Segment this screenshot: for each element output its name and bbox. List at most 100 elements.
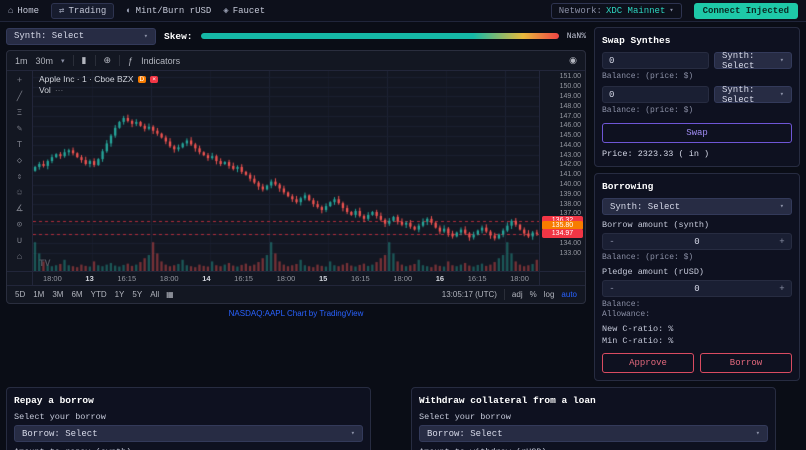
swap-amount-input-to[interactable] xyxy=(602,86,709,103)
brush-icon[interactable]: ✎ xyxy=(16,124,23,134)
borrow-button[interactable]: Borrow xyxy=(700,353,792,373)
swap-panel: Swap Synthes Synth: Select ▾ Balance: (p… xyxy=(594,27,800,167)
swap-synth-select-from[interactable]: Synth: Select ▾ xyxy=(714,51,792,71)
long-short-position-icon[interactable]: ⇕ xyxy=(16,172,23,182)
range-3m[interactable]: 3M xyxy=(52,290,64,299)
nav-item-mint-burn-rusd[interactable]: ◐ Mint/Burn rUSD xyxy=(126,6,211,16)
borrowing-panel-title: Borrowing xyxy=(602,181,654,192)
swap-panel-title: Swap Synthes xyxy=(602,35,671,46)
close-badge-icon[interactable]: × xyxy=(150,75,158,83)
borrow-amount-stepper: - 0 + xyxy=(602,233,792,250)
price-axis[interactable]: 151.00 150.00 149.00 148.00 147.00 146.00 145.… xyxy=(539,71,585,271)
toggle-%[interactable]: % xyxy=(529,290,537,299)
trendline-icon[interactable]: ╱ xyxy=(16,92,23,102)
connect-wallet-button[interactable]: Connect Injected xyxy=(693,2,798,19)
increment-button[interactable]: + xyxy=(779,283,785,294)
symbol-title: Apple Inc · 1 · Cboe BZX xyxy=(39,74,134,84)
tradingview-logo[interactable]: TV xyxy=(39,258,51,268)
range-5d[interactable]: 5D xyxy=(15,290,26,299)
price-axis-label: 137.00 xyxy=(559,210,581,218)
chevron-down-icon: ▾ xyxy=(669,7,674,15)
measure-icon[interactable]: ∡ xyxy=(15,204,24,214)
nav-item-home[interactable]: ⌂ Home xyxy=(8,6,39,16)
withdraw-borrow-select[interactable]: Borrow: Select ▾ xyxy=(419,425,768,442)
price-axis-label: 139.00 xyxy=(559,190,581,198)
price-axis-label: 141.00 xyxy=(559,171,581,179)
calendar-icon[interactable]: ▦ xyxy=(166,290,174,299)
bottom-right-controls: 13:05:17 (UTC) adj% log auto xyxy=(442,289,577,300)
borrow-amount-value[interactable]: 0 xyxy=(694,236,700,247)
interval-1m-button[interactable]: 1m xyxy=(15,55,28,66)
camera-snapshot-icon[interactable]: ◉ xyxy=(569,55,577,65)
swap-balance-to: Balance: (price: $) xyxy=(602,106,694,115)
tradingview-attribution-link[interactable]: NASDAQ:AAPL Chart by TradingView xyxy=(228,309,364,318)
chart-canvas[interactable] xyxy=(33,71,539,271)
decrement-button[interactable]: - xyxy=(609,236,615,247)
compare-icon[interactable]: ⊕ xyxy=(103,55,112,65)
pledge-amount-value[interactable]: 0 xyxy=(694,283,700,294)
time-axis-label: 16 xyxy=(435,274,445,283)
home-reset-icon[interactable]: ⌂ xyxy=(16,252,23,262)
zoom-tool-icon[interactable]: ⊙ xyxy=(16,220,23,230)
swap-row-from: Synth: Select ▾ xyxy=(602,51,792,71)
repay-borrow-select[interactable]: Borrow: Select ▾ xyxy=(14,425,363,442)
range-5y[interactable]: 5Y xyxy=(132,290,143,299)
emoji-icon[interactable]: ☺ xyxy=(16,188,23,198)
toolbar-divider xyxy=(94,55,96,66)
price-tag: 136.32 xyxy=(542,215,583,225)
top-navbar: ⌂ Home ⇄ Trading ◐ Mint/Burn rUSD ◈ Faucet Netw… xyxy=(0,0,806,22)
range-1m[interactable]: 1M xyxy=(33,290,45,299)
price-axis-label: 133.00 xyxy=(559,249,581,257)
price-axis-label: 140.00 xyxy=(559,181,581,189)
borrow-synth-select[interactable]: Synth: Select ▾ xyxy=(602,198,792,215)
interval-30m-button[interactable]: 30m xyxy=(35,55,54,66)
text-tool-icon[interactable]: T xyxy=(16,140,23,150)
time-axis-label: 13 xyxy=(85,274,94,283)
price-axis-label: 147.00 xyxy=(559,112,581,120)
swap-amount-input-from[interactable] xyxy=(602,52,709,69)
crosshair-icon[interactable]: + xyxy=(16,76,23,86)
time-axis[interactable]: 18:00 13 16:15 18:00 14 16:15 18:00 15 16:15 18:0… xyxy=(33,272,539,285)
swap-button[interactable]: Swap xyxy=(602,123,792,143)
withdraw-select-label: Select your borrow xyxy=(419,412,511,422)
volume-legend: Vol ··· xyxy=(39,85,63,95)
repay-panel-title: Repay a borrow xyxy=(14,395,94,406)
legend-menu-icon[interactable]: ··· xyxy=(54,85,64,95)
range-1y[interactable]: 1Y xyxy=(114,290,125,299)
candlestick-style-icon[interactable]: ▮ xyxy=(81,55,87,65)
side-panels: Swap Synthes Synth: Select ▾ Balance: (p… xyxy=(594,27,800,381)
range-ytd[interactable]: YTD xyxy=(90,290,107,299)
indicators-fx-icon[interactable]: ƒ xyxy=(128,55,134,66)
chevron-down-icon[interactable]: ▾ xyxy=(61,57,65,65)
pattern-icon[interactable]: ◇ xyxy=(16,156,23,166)
toggle-log[interactable]: log xyxy=(543,290,555,299)
range-all[interactable]: All xyxy=(150,290,160,299)
range-buttons: 5D 1M 3M 6M YTD 1Y 5Y All xyxy=(15,290,159,299)
nav-item-trading[interactable]: ⇄ Trading xyxy=(51,2,115,19)
skew-gradient-bar xyxy=(200,33,559,39)
network-value: XDC Mainnet xyxy=(605,5,666,16)
toggle-auto[interactable]: auto xyxy=(561,290,577,299)
fib-retracement-icon[interactable]: Ξ xyxy=(16,108,23,118)
approve-button[interactable]: Approve xyxy=(602,353,694,373)
price-axis-label: 151.00 xyxy=(559,73,581,81)
borrowing-panel: Borrowing Synth: Select ▾ Borrow amount … xyxy=(594,173,800,381)
range-6m[interactable]: 6M xyxy=(71,290,83,299)
increment-button[interactable]: + xyxy=(779,236,785,247)
withdraw-panel-title: Withdraw collateral from a loan xyxy=(419,395,596,406)
swap-synth-select-to[interactable]: Synth: Select ▾ xyxy=(714,85,792,105)
borrow-min-cratio: Min C-ratio: % xyxy=(602,336,674,346)
magnet-icon[interactable]: ∪ xyxy=(16,236,23,246)
network-selector[interactable]: Network: XDC Mainnet ▾ xyxy=(550,2,682,19)
synth-select-dropdown[interactable]: Synth: Select ▾ xyxy=(6,27,156,45)
chevron-down-icon: ▾ xyxy=(779,57,784,65)
chart-plot[interactable]: Apple Inc · 1 · Cboe BZX D × Vol ··· TV xyxy=(33,71,539,271)
pledge-balance: Balance: xyxy=(602,300,641,309)
swap-row-to: Synth: Select ▾ xyxy=(602,85,792,105)
decrement-button[interactable]: - xyxy=(609,283,615,294)
nav-item-faucet[interactable]: ◈ Faucet xyxy=(223,6,265,16)
chevron-down-icon: ▾ xyxy=(779,91,784,99)
clock-utc[interactable]: 13:05:17 (UTC) xyxy=(441,290,497,299)
toggle-adj[interactable]: adj xyxy=(511,290,523,299)
indicators-button[interactable]: Indicators xyxy=(141,55,181,66)
